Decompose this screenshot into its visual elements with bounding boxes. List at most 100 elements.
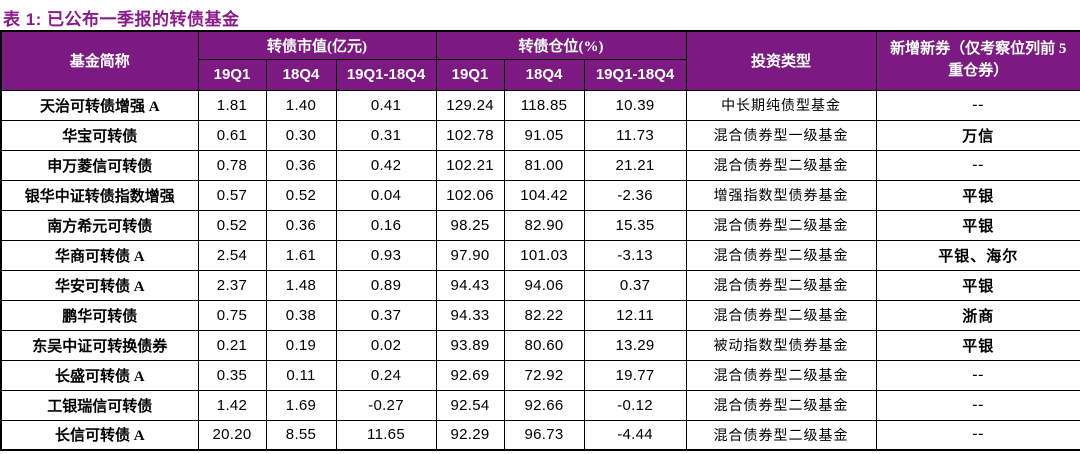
table-row: 工银瑞信可转债 1.42 1.69 -0.27 92.54 92.66 -0.1…	[0, 389, 1080, 421]
mv-18q4-cell: 0.30	[265, 119, 337, 151]
header-mv-19q1: 19Q1	[197, 58, 267, 91]
fund-name-cell: 东吴中证可转换债券	[0, 329, 199, 361]
table-row: 华宝可转债 0.61 0.30 0.31 102.78 91.05 11.73 …	[0, 119, 1080, 151]
new-bond-cell: --	[875, 389, 1080, 421]
mv-18q4-cell: 0.36	[265, 209, 337, 241]
pos-18q4-cell: 91.05	[503, 119, 585, 151]
new-bond-cell: 平银、海尔	[875, 239, 1080, 271]
mv-18q4-cell: 8.55	[265, 419, 337, 451]
new-bond-cell: --	[875, 89, 1080, 121]
pos-diff-cell: 12.11	[583, 299, 687, 331]
mv-diff-cell: -0.27	[335, 389, 437, 421]
pos-diff-cell: 11.73	[583, 119, 687, 151]
new-bond-cell: 平银	[875, 329, 1080, 361]
pos-19q1-cell: 102.78	[435, 119, 505, 151]
pos-diff-cell: -2.36	[583, 179, 687, 211]
pos-18q4-cell: 118.85	[503, 89, 585, 121]
mv-19q1-cell: 0.75	[197, 299, 267, 331]
pos-diff-cell: 15.35	[583, 209, 687, 241]
pos-diff-cell: 0.37	[583, 269, 687, 301]
investment-type-cell: 混合债券型二级基金	[685, 269, 877, 301]
investment-type-cell: 混合债券型二级基金	[685, 239, 877, 271]
fund-name-cell: 申万菱信可转债	[0, 149, 199, 181]
pos-18q4-cell: 94.06	[503, 269, 585, 301]
header-group-row: 基金简称 转债市值(亿元) 转债仓位(%) 投资类型 新增新券（仅考察位列前 5…	[0, 30, 1080, 91]
pos-diff-cell: -4.44	[583, 419, 687, 451]
fund-name-cell: 华安可转债 A	[0, 269, 199, 301]
mv-18q4-cell: 0.11	[265, 359, 337, 391]
mv-18q4-cell: 0.19	[265, 329, 337, 361]
pos-diff-cell: -0.12	[583, 389, 687, 421]
pos-18q4-cell: 101.03	[503, 239, 585, 271]
pos-19q1-cell: 92.54	[435, 389, 505, 421]
mv-19q1-cell: 2.54	[197, 239, 267, 271]
mv-diff-cell: 0.16	[335, 209, 437, 241]
header-fund-name: 基金简称	[0, 30, 199, 91]
table-header: 基金简称 转债市值(亿元) 转债仓位(%) 投资类型 新增新券（仅考察位列前 5…	[0, 30, 1080, 91]
pos-19q1-cell: 102.21	[435, 149, 505, 181]
fund-name-cell: 长信可转债 A	[0, 419, 199, 451]
pos-19q1-cell: 94.43	[435, 269, 505, 301]
pos-18q4-cell: 81.00	[503, 149, 585, 181]
new-bond-cell: --	[875, 359, 1080, 391]
pos-19q1-cell: 93.89	[435, 329, 505, 361]
investment-type-cell: 被动指数型债券基金	[685, 329, 877, 361]
new-bond-cell: --	[875, 149, 1080, 181]
fund-name-cell: 银华中证转债指数增强	[0, 179, 199, 211]
table-row: 南方希元可转债 0.52 0.36 0.16 98.25 82.90 15.35…	[0, 209, 1080, 241]
pos-18q4-cell: 82.22	[503, 299, 585, 331]
table-row: 华商可转债 A 2.54 1.61 0.93 97.90 101.03 -3.1…	[0, 239, 1080, 271]
investment-type-cell: 混合债券型二级基金	[685, 419, 877, 451]
fund-name-cell: 长盛可转债 A	[0, 359, 199, 391]
investment-type-cell: 混合债券型一级基金	[685, 119, 877, 151]
mv-18q4-cell: 0.36	[265, 149, 337, 181]
pos-diff-cell: 21.21	[583, 149, 687, 181]
fund-name-cell: 天治可转债增强 A	[0, 89, 199, 121]
mv-19q1-cell: 1.42	[197, 389, 267, 421]
header-pos-diff: 19Q1-18Q4	[583, 58, 687, 91]
pos-diff-cell: 19.77	[583, 359, 687, 391]
mv-18q4-cell: 0.38	[265, 299, 337, 331]
pos-diff-cell: 10.39	[583, 89, 687, 121]
pos-18q4-cell: 92.66	[503, 389, 585, 421]
mv-19q1-cell: 20.20	[197, 419, 267, 451]
pos-18q4-cell: 96.73	[503, 419, 585, 451]
header-sub-row: 19Q1 18Q4 19Q1-18Q4 19Q1 18Q4 19Q1-18Q4	[1, 58, 1080, 91]
convertible-bond-funds-table: 基金简称 转债市值(亿元) 转债仓位(%) 投资类型 新增新券（仅考察位列前 5…	[0, 30, 1080, 451]
header-investment-type: 投资类型	[685, 30, 877, 91]
fund-name-cell: 南方希元可转债	[0, 209, 199, 241]
new-bond-cell: 平银	[875, 179, 1080, 211]
mv-19q1-cell: 0.78	[197, 149, 267, 181]
new-bond-cell: 平银	[875, 209, 1080, 241]
header-mv-diff: 19Q1-18Q4	[335, 58, 437, 91]
mv-18q4-cell: 1.61	[265, 239, 337, 271]
pos-18q4-cell: 72.92	[503, 359, 585, 391]
pos-19q1-cell: 102.06	[435, 179, 505, 211]
mv-diff-cell: 0.93	[335, 239, 437, 271]
table-row: 华安可转债 A 2.37 1.48 0.89 94.43 94.06 0.37 …	[0, 269, 1080, 301]
fund-name-cell: 工银瑞信可转债	[0, 389, 199, 421]
pos-19q1-cell: 94.33	[435, 299, 505, 331]
mv-diff-cell: 0.04	[335, 179, 437, 211]
table-row: 天治可转债增强 A 1.81 1.40 0.41 129.24 118.85 1…	[0, 89, 1080, 121]
pos-19q1-cell: 92.29	[435, 419, 505, 451]
mv-diff-cell: 0.89	[335, 269, 437, 301]
mv-diff-cell: 0.24	[335, 359, 437, 391]
table-row: 鹏华可转债 0.75 0.38 0.37 94.33 82.22 12.11 混…	[0, 299, 1080, 331]
new-bond-cell: 平银	[875, 269, 1080, 301]
mv-diff-cell: 0.42	[335, 149, 437, 181]
investment-type-cell: 混合债券型二级基金	[685, 299, 877, 331]
new-bond-cell: 万信	[875, 119, 1080, 151]
pos-19q1-cell: 98.25	[435, 209, 505, 241]
mv-diff-cell: 11.65	[335, 419, 437, 451]
investment-type-cell: 中长期纯债型基金	[685, 89, 877, 121]
table-row: 东吴中证可转换债券 0.21 0.19 0.02 93.89 80.60 13.…	[0, 329, 1080, 361]
investment-type-cell: 混合债券型二级基金	[685, 389, 877, 421]
pos-diff-cell: 13.29	[583, 329, 687, 361]
mv-diff-cell: 0.02	[335, 329, 437, 361]
mv-19q1-cell: 0.35	[197, 359, 267, 391]
header-position-group: 转债仓位(%)	[435, 30, 687, 60]
investment-type-cell: 增强指数型债券基金	[685, 179, 877, 211]
mv-19q1-cell: 0.21	[197, 329, 267, 361]
